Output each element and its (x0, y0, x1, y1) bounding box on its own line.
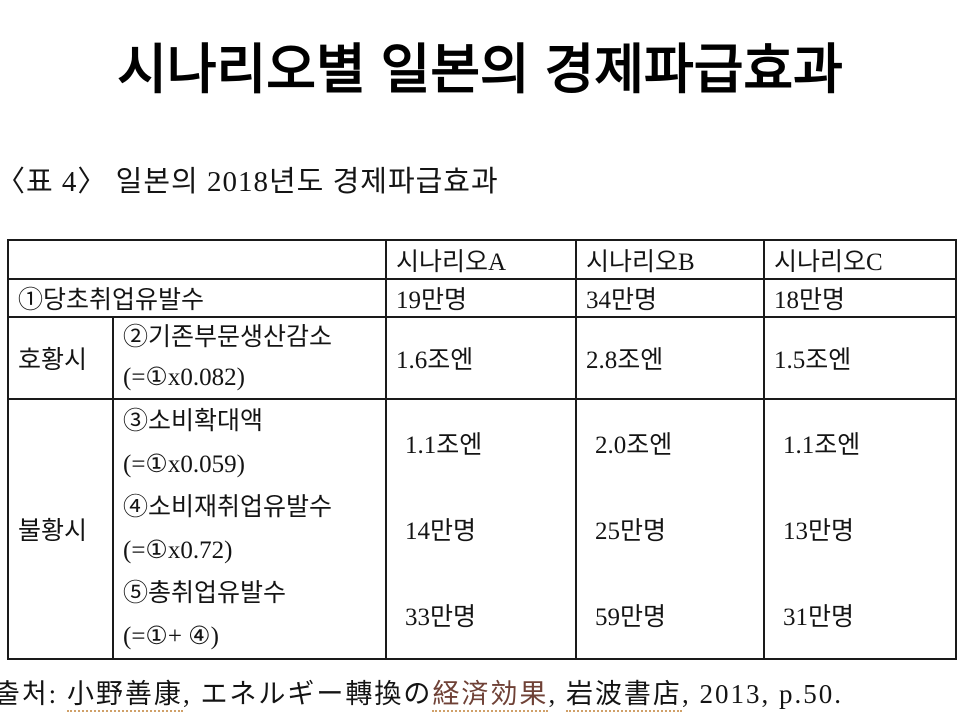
recession-value-a1: 1.1조엔 (405, 432, 483, 459)
header-scenario-b: 시나리오B (575, 239, 765, 280)
recession-item-3-name: ⑤총취업유발수 (123, 580, 287, 607)
boom-item-name: ②기존부문생산감소 (123, 324, 333, 351)
initial-value-a: 19만명 (385, 278, 577, 318)
source-separator: , (548, 679, 566, 709)
source-author: 小野善康 (66, 679, 183, 712)
boom-value-a: 1.6조엔 (385, 316, 577, 400)
source-work-part2: 経済効果 (432, 679, 549, 712)
initial-value-b: 34만명 (575, 278, 765, 318)
boom-item-formula: (=①x0.082) (123, 364, 245, 391)
recession-label: 불황시 (7, 398, 114, 660)
boom-value-c: 1.5조엔 (763, 316, 957, 400)
recession-values-b: 2.0조엔 25만명 59만명 (575, 398, 765, 660)
header-scenario-a: 시나리오A (385, 239, 577, 280)
recession-item-1-formula: (=①x0.059) (123, 451, 245, 478)
recession-items-cell: ③소비확대액 (=①x0.059) ④소비재취업유발수 (=①x0.72) ⑤총… (112, 398, 387, 660)
recession-value-a2: 14만명 (405, 518, 477, 545)
recession-value-c3: 31만명 (783, 604, 855, 631)
header-scenario-c: 시나리오C (763, 239, 957, 280)
recession-item-2-name: ④소비재취업유발수 (123, 494, 333, 521)
recession-row: 불황시 ③소비확대액 (=①x0.059) ④소비재취업유발수 (=①x0.72… (7, 398, 957, 660)
boom-label: 호황시 (7, 316, 114, 400)
header-blank-cell (7, 239, 387, 280)
source-work-part1: , エネルギー轉換の (182, 679, 433, 709)
recession-value-a3: 33만명 (405, 604, 477, 631)
source-publisher: 岩波書店 (565, 679, 682, 712)
initial-employment-label: ①당초취업유발수 (7, 278, 387, 318)
source-prefix: 출처: (0, 679, 67, 709)
recession-value-b3: 59만명 (595, 604, 667, 631)
recession-value-b2: 25만명 (595, 518, 667, 545)
boom-value-b: 2.8조엔 (575, 316, 765, 400)
source-year-page: , 2013, p.50. (681, 679, 843, 709)
initial-employment-row: ①당초취업유발수 19만명 34만명 18만명 (7, 278, 957, 318)
recession-item-1-name: ③소비확대액 (123, 408, 264, 435)
recession-value-c2: 13만명 (783, 518, 855, 545)
slide-title: 시나리오별 일본의 경제파급효과 (117, 40, 843, 100)
header-row: 시나리오A 시나리오B 시나리오C (7, 239, 957, 280)
recession-item-2-formula: (=①x0.72) (123, 537, 233, 564)
recession-values-a: 1.1조엔 14만명 33만명 (385, 398, 577, 660)
recession-item-3-formula: (=①+ ④) (123, 623, 219, 650)
recession-value-b1: 2.0조엔 (595, 432, 673, 459)
source-citation: 출처: 小野善康, エネルギー轉換の経済効果, 岩波書店, 2013, p.50… (0, 672, 843, 712)
recession-value-c1: 1.1조엔 (783, 432, 861, 459)
initial-value-c: 18만명 (763, 278, 957, 318)
boom-row: 호황시 ②기존부문생산감소 (=①x0.082) 1.6조엔 2.8조엔 1.5… (7, 316, 957, 400)
boom-item-cell: ②기존부문생산감소 (=①x0.082) (112, 316, 387, 400)
economic-effects-table: 시나리오A 시나리오B 시나리오C ①당초취업유발수 19만명 34만명 18만… (7, 239, 957, 660)
recession-values-c: 1.1조엔 13만명 31만명 (763, 398, 957, 660)
table-caption: 〈표 4〉 일본의 2018년도 경제파급효과 (0, 166, 499, 198)
